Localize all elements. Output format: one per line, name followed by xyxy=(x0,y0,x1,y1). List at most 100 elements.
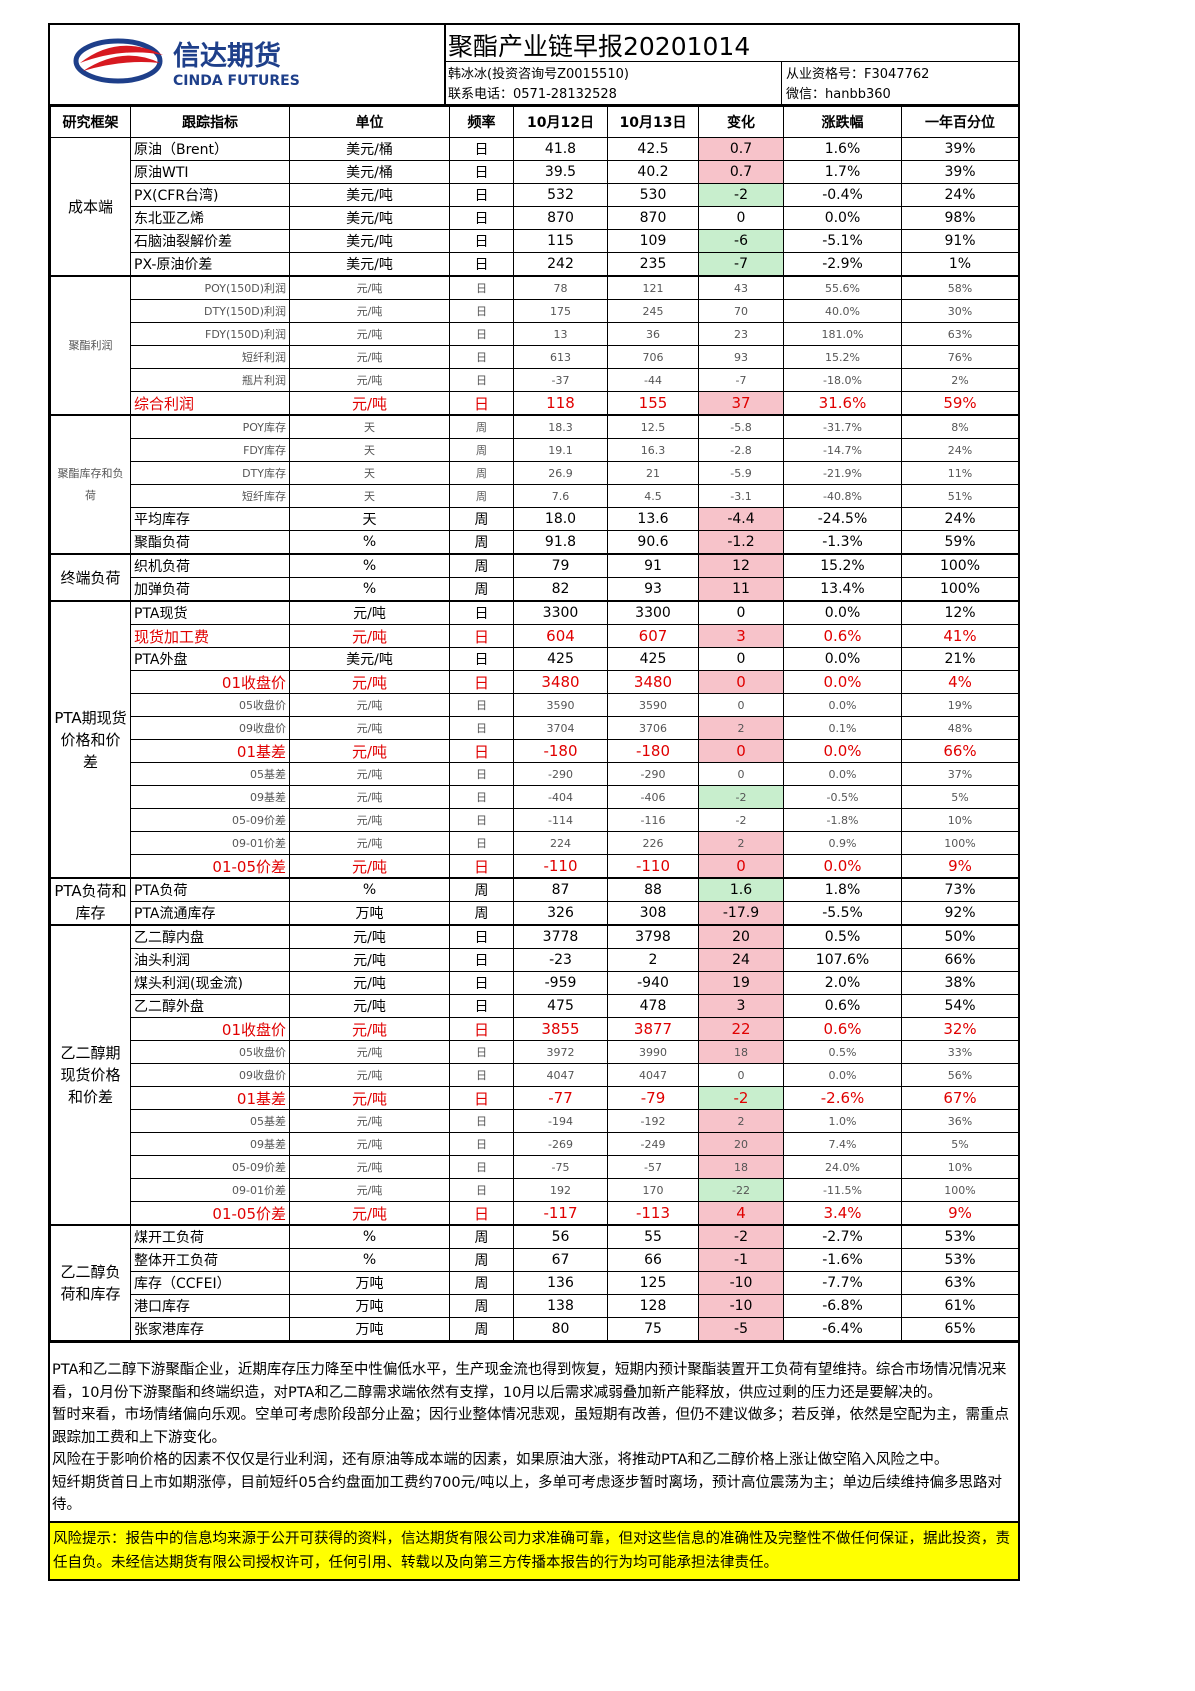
table-row: 05基差 元/吨日 -194 -192 2 1.0% 36% xyxy=(51,1109,1019,1133)
value-oct12: 13 xyxy=(513,322,608,346)
change-pct: 0.0% xyxy=(783,1063,902,1087)
value-oct12: 18.3 xyxy=(513,414,608,439)
table-row: 终端负荷 织机负荷% 周 79 91 12 15.2% 100% xyxy=(50,553,1019,602)
value-oct13: 109 xyxy=(607,229,699,253)
change-pct: 13.4% xyxy=(783,577,902,602)
value-oct12: 67 xyxy=(513,1248,608,1272)
unit: 元/吨 xyxy=(289,1086,450,1110)
change: 0 xyxy=(698,739,784,763)
table-row: 05-09价差 元/吨日 -75 -57 18 24.0% 10% xyxy=(51,1155,1019,1179)
value-oct13: 3706 xyxy=(607,716,699,740)
table-row: 综合利润 元/吨日 118 155 37 31.6% 59% xyxy=(51,391,1019,416)
percentile: 91% xyxy=(901,229,1019,253)
logo-swoosh xyxy=(80,45,163,63)
change-pct: -14.7% xyxy=(783,438,902,462)
license: 从业资格号：F3047762 xyxy=(786,67,930,82)
change-pct: 24.0% xyxy=(783,1155,902,1179)
column-header: 变化 xyxy=(698,106,784,138)
indicator: 现货加工费 xyxy=(130,624,290,648)
indicator: 平均库存 xyxy=(130,507,290,531)
indicator: 原油WTI xyxy=(130,160,290,184)
value-oct12: 425 xyxy=(513,647,608,671)
value-oct12: -110 xyxy=(513,854,608,879)
change-pct: 0.0% xyxy=(783,693,902,717)
percentile: 41% xyxy=(901,624,1019,648)
change: 0 xyxy=(698,693,784,717)
frequency: 日 xyxy=(449,716,514,740)
group-label: PTA期现货价格和价差 xyxy=(50,600,131,879)
frequency: 周 xyxy=(449,877,514,902)
divider xyxy=(444,25,446,104)
unit: 美元/吨 xyxy=(289,252,450,277)
change-pct: -7.7% xyxy=(783,1271,902,1295)
unit: 元/吨 xyxy=(289,762,450,786)
value-oct12: 192 xyxy=(513,1178,608,1202)
frequency: 日 xyxy=(449,368,514,392)
value-oct12: 7.6 xyxy=(513,484,608,508)
table-row: PX-原油价差 美元/吨日 242 235 -7 -2.9% 1% xyxy=(51,252,1019,277)
unit: 元/吨 xyxy=(289,831,450,855)
indicator: PX(CFR台湾) xyxy=(130,183,290,207)
value-oct12: 613 xyxy=(513,345,608,369)
value-oct13: 607 xyxy=(607,624,699,648)
change-pct: 0.1% xyxy=(783,716,902,740)
value-oct13: 425 xyxy=(607,647,699,671)
percentile: 76% xyxy=(901,345,1019,369)
frequency: 日 xyxy=(449,693,514,717)
percentile: 9% xyxy=(901,1201,1019,1226)
value-oct12: 26.9 xyxy=(513,461,608,485)
change: 0 xyxy=(698,600,784,625)
logo-cn: 信达期货 xyxy=(173,40,281,72)
value-oct13: 170 xyxy=(607,1178,699,1202)
frequency: 周 xyxy=(449,901,514,926)
table-body: 成本端 原油（Brent） 美元/桶日 41.8 42.5 0.7 1.6% 39% 原油WTI… xyxy=(50,137,1019,1342)
change: 0 xyxy=(698,854,784,879)
change: -5.8 xyxy=(698,414,784,439)
percentile: 2% xyxy=(901,368,1019,392)
change-pct: -2.6% xyxy=(783,1086,902,1110)
indicator: 煤开工负荷 xyxy=(130,1224,290,1249)
change-pct: 0.6% xyxy=(783,994,902,1018)
column-header: 10月13日 xyxy=(607,106,699,138)
indicator: POY(150D)利润 xyxy=(130,275,290,300)
value-oct13: 121 xyxy=(607,275,699,300)
change: 70 xyxy=(698,299,784,323)
value-oct12: 3590 xyxy=(513,693,608,717)
table-row: 现货加工费 元/吨日 604 607 3 0.6% 41% xyxy=(51,624,1019,648)
unit: 元/吨 xyxy=(289,1201,450,1226)
value-oct13: 870 xyxy=(607,206,699,230)
indicator: 库存（CCFEI） xyxy=(130,1271,290,1295)
column-header: 10月12日 xyxy=(513,106,608,138)
logo-en: CINDA FUTURES xyxy=(173,73,300,89)
percentile: 1% xyxy=(901,252,1019,277)
change-pct: 0.0% xyxy=(783,670,902,694)
value-oct13: 308 xyxy=(607,901,699,926)
indicator: 09基差 xyxy=(130,785,290,809)
indicator: PTA外盘 xyxy=(130,647,290,671)
unit: 万吨 xyxy=(289,1294,450,1318)
indicator: 加弹负荷 xyxy=(130,577,290,602)
value-oct12: -23 xyxy=(513,948,608,972)
frequency: 日 xyxy=(449,1040,514,1064)
value-oct12: 115 xyxy=(513,229,608,253)
change-pct: 31.6% xyxy=(783,391,902,416)
table-row: 加弹负荷% 周 82 93 11 13.4% 100% xyxy=(51,577,1019,602)
value-oct13: -44 xyxy=(607,368,699,392)
table-row: 09-01价差 元/吨日 224 226 2 0.9% 100% xyxy=(51,831,1019,855)
change: -2 xyxy=(698,785,784,809)
value-oct12: -117 xyxy=(513,1201,608,1226)
percentile: 58% xyxy=(901,275,1019,300)
frequency: 日 xyxy=(449,670,514,694)
change: 93 xyxy=(698,345,784,369)
percentile: 24% xyxy=(901,438,1019,462)
frequency: 周 xyxy=(449,530,514,555)
change: 2 xyxy=(698,831,784,855)
change-pct: -11.5% xyxy=(783,1178,902,1202)
change: -2.8 xyxy=(698,438,784,462)
indicator: FDY库存 xyxy=(130,438,290,462)
change-pct: -5.5% xyxy=(783,901,902,926)
change: -5 xyxy=(698,1317,784,1342)
unit: 元/吨 xyxy=(289,600,450,625)
value-oct13: 226 xyxy=(607,831,699,855)
percentile: 9% xyxy=(901,854,1019,879)
